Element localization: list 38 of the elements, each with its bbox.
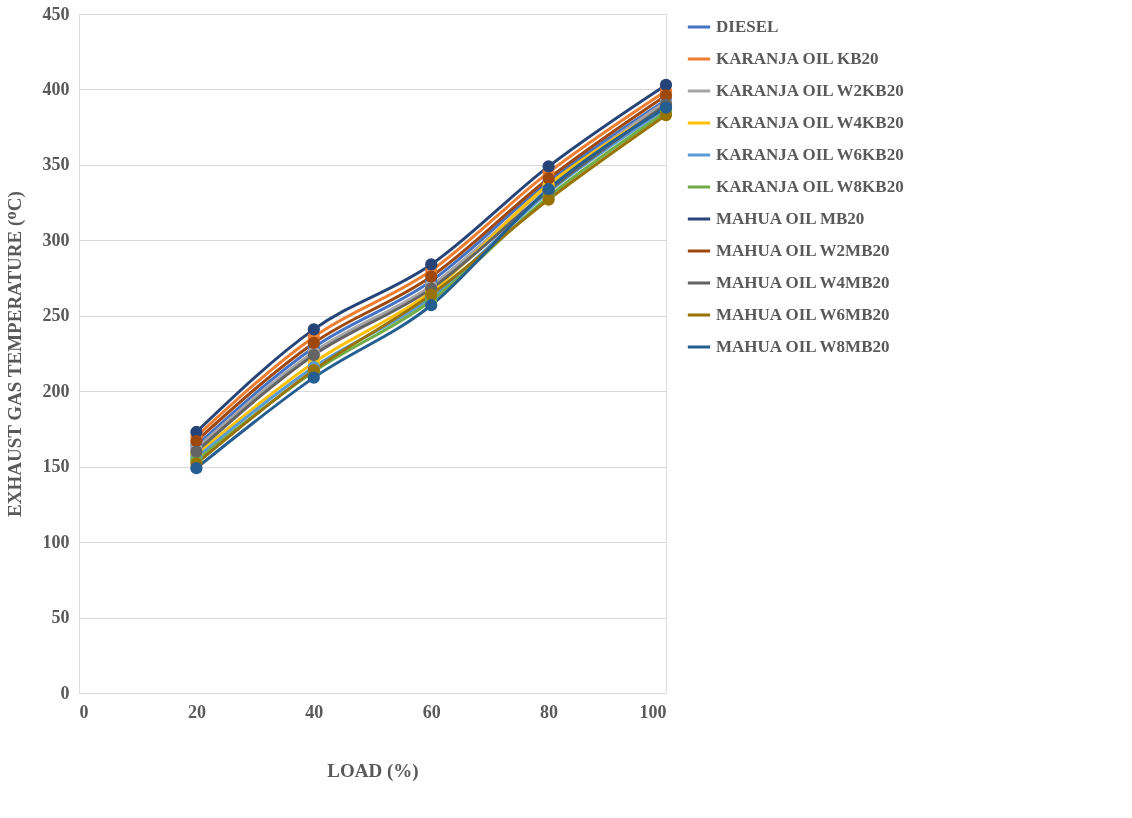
x-tick-label: 40 [305,701,324,722]
y-tick-label: 100 [42,531,70,552]
point [307,336,320,350]
y-axis-title: EXHAUST GAS TEMPERATURE (ᴼC) [3,191,26,517]
x-axis-title: LOAD (%) [327,759,419,782]
legend-label: MAHUA OIL W8MB20 [716,337,890,356]
legend-label: MAHUA OIL W4MB20 [716,273,890,292]
point [425,299,438,312]
y-tick-label: 200 [42,380,70,401]
legend-label: DIESEL [716,17,779,36]
legend-label: MAHUA OIL W6MB20 [716,305,890,324]
y-tick-label: 0 [60,682,70,703]
x-tick-label: 0 [79,701,89,722]
x-tick-label: 60 [422,701,441,722]
x-tick-label: 20 [187,701,206,722]
point [425,258,438,271]
legend-label: KARANJA OIL W4KB20 [716,113,904,132]
legend-label: MAHUA OIL W2MB20 [716,241,890,260]
point [307,323,320,336]
y-tick-label: 350 [42,154,70,175]
point [659,78,673,92]
y-tick-label: 300 [42,229,70,250]
point [425,270,438,283]
point [307,371,320,384]
y-tick-label: 250 [42,305,70,326]
y-tick-label: 150 [42,456,70,477]
legend-label: KARANJA OIL W2KB20 [716,81,904,100]
legend-label: KARANJA OIL W8KB20 [716,177,904,196]
y-tick-label: 450 [42,3,70,24]
y-tick-label: 400 [42,78,70,99]
legend-label: KARANJA OIL W6KB20 [716,145,904,164]
y-tick-label: 50 [51,607,70,628]
x-tick-label: 80 [540,701,559,722]
legend-label: KARANJA OIL KB20 [716,49,879,68]
legend-label: MAHUA OIL MB20 [716,209,865,228]
point [190,462,203,475]
point [542,160,555,173]
x-tick-label: 100 [639,701,667,722]
